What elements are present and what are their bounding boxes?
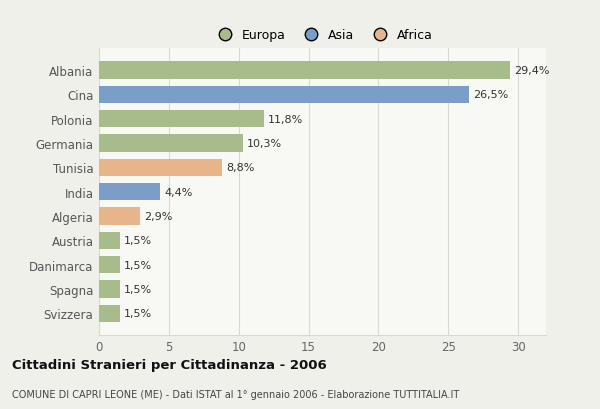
Bar	[99, 256, 120, 274]
Text: 1,5%: 1,5%	[124, 236, 152, 246]
Text: 1,5%: 1,5%	[124, 284, 152, 294]
Legend: Europa, Asia, Africa: Europa, Asia, Africa	[209, 27, 436, 45]
Bar	[99, 208, 140, 225]
Text: Cittadini Stranieri per Cittadinanza - 2006: Cittadini Stranieri per Cittadinanza - 2…	[12, 358, 327, 371]
Text: 26,5%: 26,5%	[473, 90, 509, 100]
Bar	[99, 159, 222, 177]
Bar	[99, 281, 120, 298]
Text: 11,8%: 11,8%	[268, 115, 303, 124]
Text: 4,4%: 4,4%	[164, 187, 193, 197]
Bar	[99, 111, 264, 128]
Bar	[99, 86, 469, 104]
Text: COMUNE DI CAPRI LEONE (ME) - Dati ISTAT al 1° gennaio 2006 - Elaborazione TUTTIT: COMUNE DI CAPRI LEONE (ME) - Dati ISTAT …	[12, 389, 459, 399]
Text: 2,9%: 2,9%	[144, 211, 172, 222]
Bar	[99, 232, 120, 249]
Bar	[99, 62, 509, 80]
Text: 10,3%: 10,3%	[247, 139, 282, 148]
Bar	[99, 184, 160, 201]
Text: 29,4%: 29,4%	[514, 66, 550, 76]
Text: 8,8%: 8,8%	[226, 163, 254, 173]
Text: 1,5%: 1,5%	[124, 260, 152, 270]
Bar	[99, 305, 120, 322]
Text: 1,5%: 1,5%	[124, 309, 152, 319]
Bar	[99, 135, 243, 153]
